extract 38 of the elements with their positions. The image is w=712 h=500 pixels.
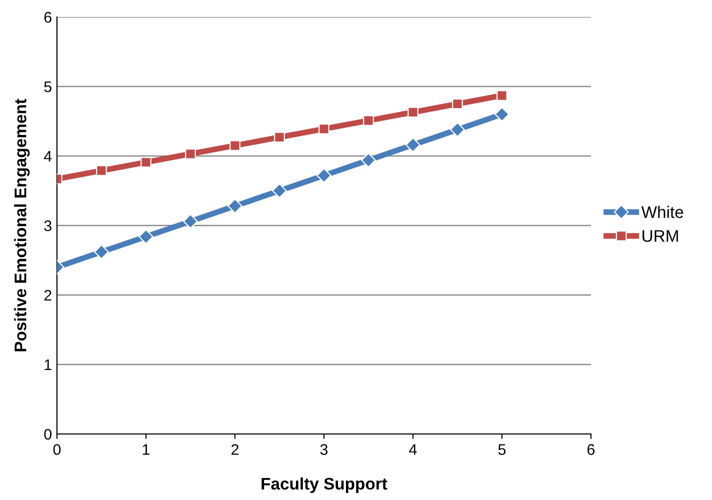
y-axis-title: Positive Emotional Engagement bbox=[14, 98, 30, 352]
x-tick-label: 3 bbox=[320, 444, 328, 455]
x-tick-label: 2 bbox=[231, 444, 238, 455]
x-tick-label: 1 bbox=[142, 444, 150, 455]
y-tick-label: 2 bbox=[44, 290, 52, 301]
point bbox=[274, 132, 285, 143]
point bbox=[96, 165, 107, 176]
point bbox=[452, 98, 463, 110]
point bbox=[361, 152, 376, 168]
point bbox=[496, 90, 508, 101]
point bbox=[318, 123, 330, 134]
point bbox=[183, 214, 198, 229]
y-tick-label: 4 bbox=[44, 151, 52, 162]
point bbox=[228, 198, 242, 214]
point bbox=[494, 106, 510, 122]
point bbox=[230, 140, 240, 151]
point bbox=[272, 183, 287, 198]
point bbox=[408, 106, 418, 118]
point bbox=[140, 156, 152, 168]
point bbox=[316, 168, 332, 183]
x-tick-label: 4 bbox=[409, 444, 417, 455]
y-tick-label: 0 bbox=[44, 428, 52, 440]
point bbox=[185, 148, 196, 160]
y-tick-label: 1 bbox=[44, 360, 52, 370]
x-tick-label: 6 bbox=[587, 444, 595, 455]
y-tick-label: 3 bbox=[44, 220, 52, 232]
point bbox=[450, 122, 465, 138]
legend-label: White bbox=[641, 206, 684, 218]
y-tick-label: 6 bbox=[44, 12, 52, 23]
point bbox=[406, 137, 420, 152]
x-tick-label: 5 bbox=[498, 444, 506, 455]
x-axis-title: Faculty Support bbox=[262, 477, 388, 493]
legend-label: URM bbox=[642, 230, 678, 242]
y-tick-label: 5 bbox=[44, 82, 52, 92]
x-tick-label: 0 bbox=[53, 444, 61, 455]
point bbox=[138, 229, 154, 244]
point bbox=[94, 244, 109, 260]
point bbox=[363, 115, 374, 126]
